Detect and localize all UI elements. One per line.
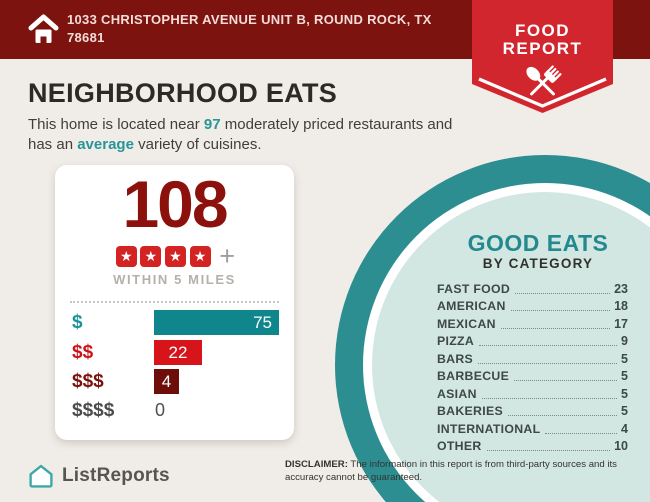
disclaimer-text: The information in this report is from t… [285,459,617,483]
star-icon [140,245,162,267]
ribbon-shape [472,0,613,113]
category-row: AMERICAN 18 [437,297,628,315]
category-label: BARBECUE [437,369,510,383]
category-row: INTERNATIONAL 4 [437,419,628,437]
category-row: FAST FOOD 23 [437,279,628,297]
price-bar: 4 [154,369,179,394]
price-row-3-dollar: $$$ 4 [55,369,294,394]
dotted-leader [515,292,611,294]
price-tier-label: $$$ [72,371,104,392]
category-count: 9 [621,334,628,348]
price-tier-label: $$$$ [72,400,115,421]
price-bar-value: 0 [155,400,166,420]
dotted-leader [545,432,618,434]
category-count: 5 [621,351,628,366]
category-label: PIZZA [437,334,475,348]
category-row: BARBECUE 5 [437,367,628,385]
category-label: OTHER [437,439,482,453]
brand-logo: ListReports [28,463,170,489]
dotted-leader [479,345,618,346]
intro-text-pre: This home is located near [28,116,204,133]
property-address: 1033 CHRISTOPHER AVENUE UNIT B, ROUND RO… [67,11,467,47]
price-tier-label: $$ [72,342,94,363]
listreports-icon [29,464,53,488]
category-list: FAST FOOD 23 AMERICAN 18 MEXICAN 17 PIZZ… [437,279,628,454]
divider [70,301,279,303]
star-icon [189,245,211,267]
ribbon-title-report: REPORT [502,39,583,58]
restaurant-count: 97 [203,116,221,133]
category-label: INTERNATIONAL [437,421,541,436]
price-row-2-dollar: $$ 22 [55,340,294,365]
price-bar-value: 75 [253,312,272,332]
disclaimer-label: DISCLAIMER: [285,459,348,470]
category-row: OTHER 10 [437,437,628,455]
house-icon [28,14,59,43]
intro-text-post: variety of cuisines. [133,135,262,153]
address-line-2: 78681 [67,30,105,45]
dotted-leader [514,380,618,381]
dotted-leader [486,450,611,451]
intro-text-mid: moderately priced restaurants and has an [28,116,453,153]
disclaimer: DISCLAIMER: The information in this repo… [285,459,635,485]
dotted-leader [500,327,611,329]
category-count: 17 [614,316,628,331]
good-eats-subtitle: BY CATEGORY [482,256,594,271]
price-bar: 22 [154,340,202,365]
rating-row: + [55,241,294,271]
dotted-leader [481,397,618,399]
dotted-leader [507,415,618,416]
category-count: 4 [621,421,628,436]
category-count: 5 [621,404,628,418]
category-label: FAST FOOD [437,281,511,296]
star-icon [164,245,186,267]
total-restaurant-count: 108 [122,167,228,241]
category-label: BARS [437,351,474,366]
category-label: AMERICAN [437,299,506,313]
radius-label: WITHIN 5 MILES [113,272,236,287]
address-line-1: 1033 CHRISTOPHER AVENUE UNIT B, ROUND RO… [67,12,432,27]
price-bar-value: 4 [161,371,172,391]
price-bar-value: 22 [168,342,188,362]
ribbon-title-food: FOOD [514,21,571,40]
price-bar: 75 [154,310,279,335]
category-row: MEXICAN 17 [437,314,628,332]
category-row: ASIAN 5 [437,384,628,402]
category-label: MEXICAN [437,316,496,331]
category-row: BARS 5 [437,349,628,367]
price-row-1-dollar: $ 75 [55,310,294,335]
category-label: BAKERIES [437,404,503,418]
page-title: NEIGHBORHOOD EATS [28,78,338,108]
category-row: PIZZA 9 [437,332,628,350]
category-count: 5 [621,369,628,383]
good-eats-title: GOOD EATS [467,230,609,256]
price-row-4-dollar: $$$$ 0 [55,398,294,423]
brand-name: ListReports [62,465,170,486]
utensils-icon [526,65,562,96]
dotted-leader [478,362,618,364]
category-count: 5 [621,386,628,401]
category-count: 23 [614,281,628,296]
category-count: 10 [614,439,628,453]
restaurant-summary-card: 108 + WITHIN 5 MILES $ 75 $$ 22 $$$ 4 [55,165,294,440]
category-row: BAKERIES 5 [437,402,628,420]
variety-level: average [77,135,134,153]
dotted-leader [510,310,611,311]
category-label: ASIAN [437,386,477,401]
plus-icon: + [219,241,236,271]
food-report-ribbon: FOOD REPORT [472,0,613,115]
star-icon [115,245,137,267]
intro-text: This home is located near 97 moderately … [28,115,480,155]
category-count: 18 [614,299,628,313]
price-tier-label: $ [72,312,83,333]
